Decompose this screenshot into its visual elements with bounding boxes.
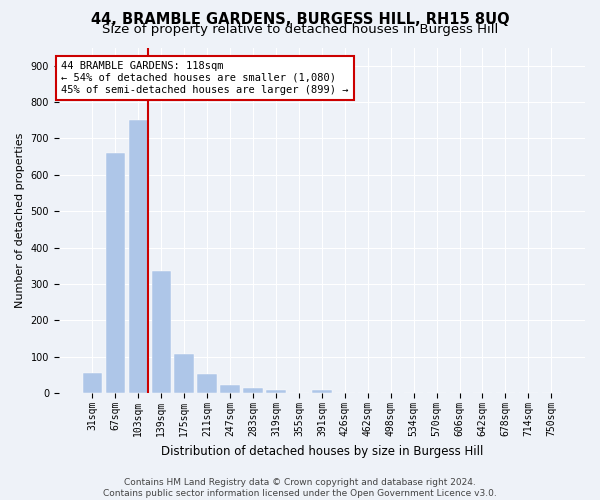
Bar [83,374,102,394]
Bar [197,374,217,394]
Bar [220,384,240,394]
Bar [312,390,332,394]
Bar [128,120,148,394]
Bar [175,354,194,394]
Text: 44 BRAMBLE GARDENS: 118sqm
← 54% of detached houses are smaller (1,080)
45% of s: 44 BRAMBLE GARDENS: 118sqm ← 54% of deta… [61,62,349,94]
Bar [152,272,171,394]
Text: 44, BRAMBLE GARDENS, BURGESS HILL, RH15 8UQ: 44, BRAMBLE GARDENS, BURGESS HILL, RH15 … [91,12,509,28]
Bar [106,153,125,394]
Text: Size of property relative to detached houses in Burgess Hill: Size of property relative to detached ho… [102,22,498,36]
Bar [266,390,286,394]
Text: Contains HM Land Registry data © Crown copyright and database right 2024.
Contai: Contains HM Land Registry data © Crown c… [103,478,497,498]
Bar [244,388,263,394]
Y-axis label: Number of detached properties: Number of detached properties [15,132,25,308]
X-axis label: Distribution of detached houses by size in Burgess Hill: Distribution of detached houses by size … [161,444,483,458]
